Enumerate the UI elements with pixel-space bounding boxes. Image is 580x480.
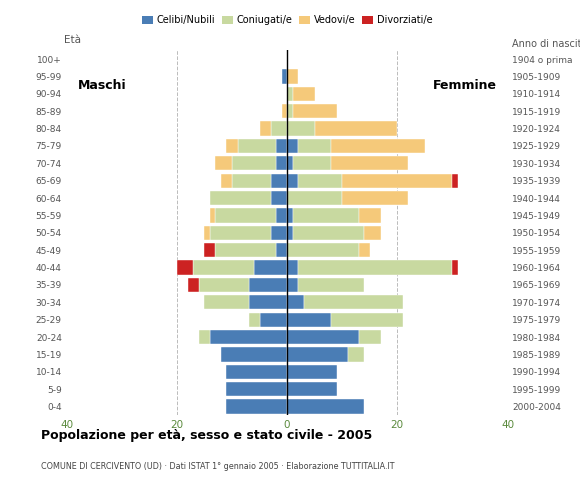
- Bar: [287, 365, 337, 379]
- Bar: [342, 174, 452, 188]
- Bar: [331, 139, 425, 153]
- Bar: [210, 330, 287, 344]
- Bar: [232, 156, 276, 170]
- Bar: [315, 121, 397, 136]
- Bar: [260, 121, 271, 136]
- Bar: [358, 330, 381, 344]
- Bar: [205, 295, 249, 310]
- Bar: [287, 312, 331, 327]
- Bar: [298, 261, 452, 275]
- Bar: [194, 261, 254, 275]
- Bar: [232, 174, 271, 188]
- Bar: [260, 312, 287, 327]
- Bar: [293, 104, 336, 119]
- Bar: [238, 139, 276, 153]
- Bar: [287, 382, 337, 396]
- Bar: [348, 347, 364, 361]
- Bar: [287, 226, 293, 240]
- Bar: [331, 156, 408, 170]
- Bar: [287, 156, 293, 170]
- Bar: [249, 278, 287, 292]
- Bar: [226, 399, 287, 414]
- Legend: Celibi/Nubili, Coniugati/e, Vedovi/e, Divorziati/e: Celibi/Nubili, Coniugati/e, Vedovi/e, Di…: [138, 12, 436, 29]
- Bar: [287, 243, 358, 257]
- Bar: [298, 278, 364, 292]
- Bar: [342, 191, 408, 205]
- Bar: [276, 208, 287, 223]
- Bar: [331, 312, 403, 327]
- Bar: [276, 156, 287, 170]
- Bar: [287, 330, 358, 344]
- Bar: [293, 87, 315, 101]
- Text: Età: Età: [64, 35, 81, 45]
- Bar: [293, 208, 358, 223]
- Bar: [248, 312, 260, 327]
- Bar: [364, 226, 380, 240]
- Text: Popolazione per età, sesso e stato civile - 2005: Popolazione per età, sesso e stato civil…: [41, 429, 372, 442]
- Bar: [287, 208, 293, 223]
- Bar: [287, 278, 298, 292]
- Bar: [358, 243, 370, 257]
- Text: Anno di nascita: Anno di nascita: [512, 38, 580, 48]
- Bar: [226, 382, 287, 396]
- Bar: [271, 174, 287, 188]
- Bar: [199, 330, 210, 344]
- Bar: [287, 347, 348, 361]
- Bar: [287, 104, 293, 119]
- Bar: [358, 208, 381, 223]
- Bar: [298, 139, 331, 153]
- Bar: [216, 243, 276, 257]
- Bar: [276, 139, 287, 153]
- Bar: [205, 226, 210, 240]
- Bar: [287, 295, 304, 310]
- Bar: [221, 347, 287, 361]
- Bar: [287, 139, 298, 153]
- Bar: [287, 261, 298, 275]
- Bar: [216, 156, 232, 170]
- Text: Femmine: Femmine: [433, 79, 496, 92]
- Bar: [287, 69, 298, 84]
- Bar: [271, 226, 287, 240]
- Bar: [287, 87, 293, 101]
- Bar: [205, 243, 216, 257]
- Bar: [226, 139, 238, 153]
- Bar: [254, 261, 287, 275]
- Bar: [287, 399, 364, 414]
- Bar: [298, 174, 342, 188]
- Bar: [221, 174, 232, 188]
- Bar: [271, 121, 287, 136]
- Bar: [226, 365, 287, 379]
- Bar: [293, 156, 331, 170]
- Text: COMUNE DI CERCIVENTO (UD) · Dati ISTAT 1° gennaio 2005 · Elaborazione TUTTITALIA: COMUNE DI CERCIVENTO (UD) · Dati ISTAT 1…: [41, 462, 394, 471]
- Text: Maschi: Maschi: [78, 79, 126, 92]
- Bar: [282, 69, 287, 84]
- Bar: [210, 208, 216, 223]
- Bar: [452, 261, 458, 275]
- Bar: [287, 121, 315, 136]
- Bar: [210, 191, 271, 205]
- Bar: [276, 243, 287, 257]
- Bar: [216, 208, 276, 223]
- Bar: [199, 278, 249, 292]
- Bar: [287, 174, 298, 188]
- Bar: [293, 226, 364, 240]
- Bar: [304, 295, 403, 310]
- Bar: [271, 191, 287, 205]
- Bar: [287, 191, 342, 205]
- Bar: [188, 278, 199, 292]
- Bar: [452, 174, 458, 188]
- Bar: [177, 261, 194, 275]
- Bar: [282, 104, 287, 119]
- Bar: [210, 226, 271, 240]
- Bar: [249, 295, 287, 310]
